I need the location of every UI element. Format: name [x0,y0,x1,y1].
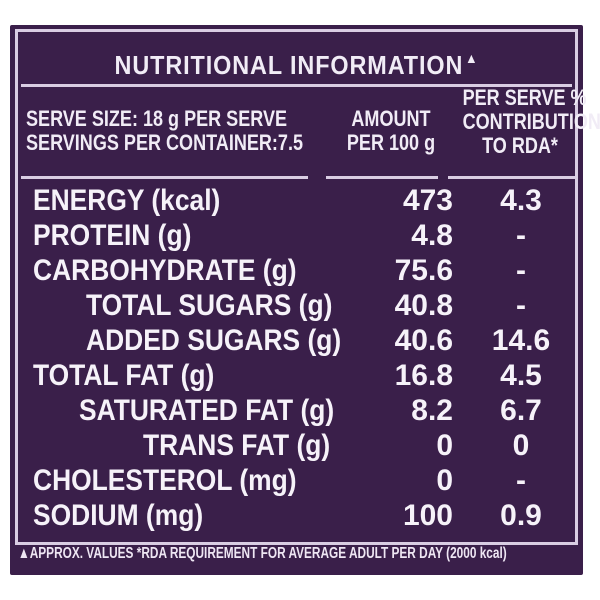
rda-header-line2: CONTRIBUTION [462,109,600,134]
row-rda: - [516,254,526,287]
rda-header-line3: TO RDA* [482,133,558,158]
row-label: TOTAL SUGARS (g) [86,289,333,322]
row-rda: 14.6 [491,324,551,357]
footnote: ▲APPROX. VALUES *RDA REQUIREMENT FOR AVE… [18,545,507,562]
row-amount: 8.2 [411,394,453,427]
row-amount: 16.8 [394,359,453,392]
row-label: SODIUM (mg) [33,499,204,532]
row-protein: PROTEIN (g) 4.8 - [23,217,583,252]
row-rda: - [516,289,526,322]
servings-label: SERVINGS PER CONTAINER:7.5 [26,130,304,155]
title-divider [21,84,572,87]
row-energy: ENERGY (kcal) 473 4.3 [23,182,583,217]
row-amount: 0 [436,429,453,462]
row-amount: 75.6 [394,254,453,287]
amount-header-line2: PER 100 g [346,130,436,155]
row-rda: 4.3 [500,184,542,217]
row-sodium: SODIUM (mg) 100 0.9 [23,497,583,532]
title-text: NUTRITIONAL INFORMATION [114,50,464,80]
row-label: ENERGY (kcal) [33,184,221,217]
row-amount: 40.6 [394,324,453,357]
row-saturated-fat: SATURATED FAT (g) 8.2 6.7 [23,392,583,427]
row-carbohydrate: CARBOHYDRATE (g) 75.6 - [23,252,583,287]
serve-size-label: SERVE SIZE: 18 g PER SERVE [26,106,288,131]
row-rda: 0.9 [500,499,542,532]
row-label: TRANS FAT (g) [143,429,331,462]
row-rda: 0 [512,429,530,462]
row-label: SATURATED FAT (g) [79,394,335,427]
row-rda: - [516,219,526,252]
row-total-fat: TOTAL FAT (g) 16.8 4.5 [23,357,583,392]
amount-header-line1: AMOUNT [351,106,431,131]
row-rda: 6.7 [500,394,542,427]
row-rda: 4.5 [500,359,542,392]
approx-mark-icon: ▲ [465,50,479,66]
rda-header-line1: PER SERVE % [462,85,587,110]
row-cholesterol: CHOLESTEROL (mg) 0 - [23,462,583,497]
row-label: CARBOHYDRATE (g) [33,254,297,287]
row-added-sugars: ADDED SUGARS (g) 40.6 14.6 [23,322,583,357]
row-label: ADDED SUGARS (g) [86,324,342,357]
row-amount: 0 [436,464,453,497]
label-column-rule [21,176,308,179]
panel-title: NUTRITIONAL INFORMATION ▲ [46,50,547,81]
row-label: TOTAL FAT (g) [33,359,215,392]
row-trans-fat: TRANS FAT (g) 0 0 [23,427,583,462]
nutrition-frame: NUTRITIONAL INFORMATION ▲ SERVE SIZE: 18 … [15,29,600,545]
row-amount: 473 [402,184,453,217]
row-amount: 100 [402,499,453,532]
nutrition-panel: NUTRITIONAL INFORMATION ▲ SERVE SIZE: 18 … [10,25,600,575]
row-amount: 4.8 [411,219,453,252]
row-label: PROTEIN (g) [33,219,192,252]
row-total-sugars: TOTAL SUGARS (g) 40.8 - [23,287,583,322]
row-rda: - [516,464,526,497]
row-amount: 40.8 [394,289,453,322]
row-label: CHOLESTEROL (mg) [33,464,297,497]
amount-column-rule [326,176,438,179]
rda-column-rule [448,176,578,179]
